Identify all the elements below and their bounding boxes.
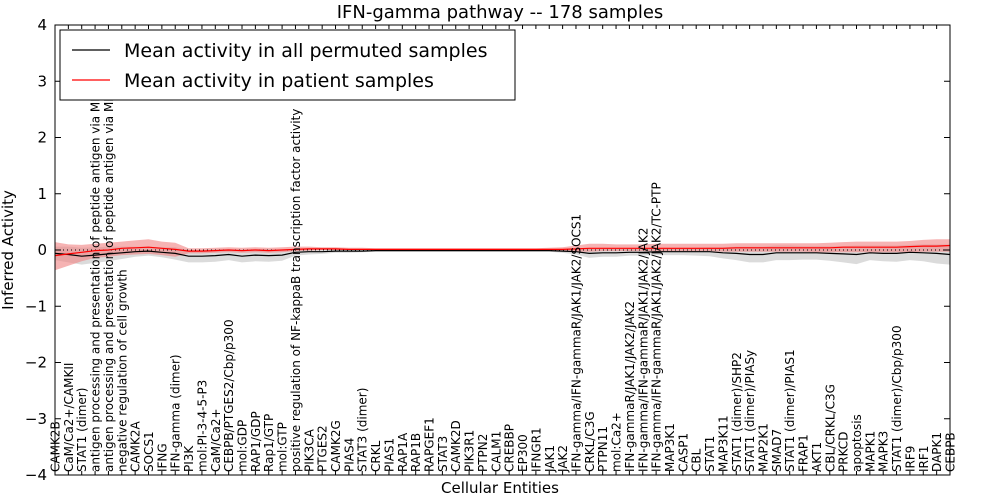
x-tick-label: antigen processing and presentation of p…	[89, 43, 103, 472]
y-tick-label: −3	[25, 410, 47, 428]
x-tick-label: STAT1 (dimer)/SHP2	[730, 352, 744, 472]
x-tick-label: CBL	[690, 448, 704, 472]
x-tick-label: CAMK2G	[329, 420, 343, 472]
x-tick-label: PTGES2	[316, 425, 330, 472]
series-line-mean-activity-in-patient-samples	[55, 244, 950, 257]
band-patient-samples-spread	[55, 239, 950, 271]
x-tick-label: PIK3CA	[302, 428, 316, 472]
x-tick-label: PTPN11	[596, 426, 610, 472]
x-tick-label: IFN-gamma/IFN-gammaR/JAK1/JAK2/JAK2/TC-P…	[650, 182, 664, 472]
x-tick-label: CRKL	[369, 440, 383, 472]
x-tick-label: CALM1	[489, 431, 503, 472]
x-tick-label: STAT1 (dimer)/PIASy	[743, 350, 757, 472]
x-tick-label: CaM/Ca2+	[209, 408, 223, 472]
x-tick-label: STAT3	[436, 436, 450, 472]
x-tick-label: MAP3K1	[663, 423, 677, 472]
x-tick-label: PTPN2	[476, 434, 490, 472]
x-tick-label: Rap1/GTP	[262, 414, 276, 472]
x-tick-label: FRAP1	[797, 434, 811, 472]
x-tick-label: negative regulation of cell growth	[115, 269, 129, 472]
x-tick-label: STAT1 (dimer)/PIAS1	[783, 349, 797, 472]
x-tick-label: CASP1	[676, 433, 690, 472]
x-tick-label: MAPK3	[877, 431, 891, 472]
x-tick-label: JAK2	[556, 445, 570, 473]
x-tick-label: positive regulation of NF-kappaB transcr…	[289, 109, 303, 472]
x-tick-label: SOCS1	[142, 431, 156, 472]
x-tick-label: IFN-gamma/IFN-gammaR/JAK1/JAK2/SOCS1	[570, 214, 584, 472]
x-tick-label: SMAD7	[770, 429, 784, 472]
chart-title: IFN-gamma pathway -- 178 samples	[337, 2, 664, 23]
x-tick-label: CAMK2D	[449, 420, 463, 472]
x-tick-label: apoptosis	[850, 414, 864, 472]
x-tick-label: PI3K	[182, 445, 196, 472]
y-axis-label: Inferred Activity	[0, 190, 17, 310]
x-tick-labels: CAMK2B CaM/Ca2+/CAMKII STAT1 (dimer) antige…	[49, 40, 958, 473]
x-tick-label: IFN-gamma (dimer)	[169, 354, 183, 472]
x-tick-label: PRKCD	[837, 432, 851, 472]
x-tick-label: CRKL/C3G	[583, 411, 597, 472]
x-tick-label: IRF9	[903, 446, 917, 472]
x-tick-label: IFN-gamma/IFN-gammaR/JAK1/JAK2/JAK2	[636, 227, 650, 472]
x-tick-label: MAPK1	[863, 431, 877, 472]
legend-box	[59, 29, 516, 101]
x-tick-label: mol:PI-3-4-5-P3	[195, 380, 209, 472]
x-tick-label: PIAS1	[383, 438, 397, 472]
x-tick-label: IFNG	[155, 443, 169, 472]
x-tick-label: IFN-gammaR/JAK1/JAK2/JAK2	[623, 301, 637, 472]
legend-label-permuted: Mean activity in all permuted samples	[124, 40, 487, 62]
x-tick-label: AKT1	[810, 442, 824, 472]
x-tick-label: CEBPB/PTGES2/Cbp/p300	[222, 319, 236, 472]
x-tick-label: CREBBP	[503, 424, 517, 472]
x-tick-label: STAT1	[703, 436, 717, 472]
x-tick-label: RAPGEF1	[423, 417, 437, 472]
y-tick-label: −2	[25, 354, 47, 372]
y-tick-label: −4	[25, 466, 47, 484]
x-tick-label: MAP2K1	[757, 423, 771, 472]
x-tick-label: mol:Ca2+	[610, 412, 624, 472]
x-tick-label: RAP1A	[396, 432, 410, 472]
x-tick-label: IRF1	[917, 446, 931, 472]
y-tick-label: 1	[37, 185, 47, 203]
x-tick-label: STAT3 (dimer)	[356, 388, 370, 472]
x-tick-label: PIK3R1	[463, 430, 477, 472]
x-tick-label: JAK1	[543, 445, 557, 473]
x-tick-label: mol:GTP	[276, 422, 290, 472]
x-tick-label: STAT1 (dimer)/Cbp/p300	[890, 325, 904, 472]
x-tick-label: RAP1B	[409, 433, 423, 472]
y-axis: −4 −3 −2 −1 0 1 2 3 4	[25, 16, 950, 484]
series-lines	[55, 244, 950, 257]
series-line-mean-activity-in-all-permuted-samples	[55, 250, 950, 257]
x-axis-label: Cellular Entities	[441, 479, 559, 497]
x-tick-label: RAP1/GDP	[249, 411, 263, 472]
x-tick-label: CAMK2A	[129, 421, 143, 472]
y-tick-label: 2	[37, 129, 47, 147]
x-tick-label: EP300	[516, 434, 530, 472]
x-tick-label: DAPK1	[930, 432, 944, 472]
x-tick-label: CaM/Ca2+/CAMKII	[62, 363, 76, 472]
spread-bands	[55, 239, 950, 271]
legend: Mean activity in all permuted samples Me…	[59, 29, 516, 101]
x-tick-label: PIAS4	[342, 438, 356, 472]
y-tick-label: 4	[37, 16, 47, 34]
x-tick-label: CBL/CRKL/C3G	[823, 384, 837, 472]
y-tick-label: 3	[37, 72, 47, 90]
x-tick-label: STAT1 (dimer)	[75, 388, 89, 472]
x-tick-label: mol:GDP	[236, 420, 250, 472]
y-tick-label: −1	[25, 297, 47, 315]
legend-label-patient: Mean activity in patient samples	[124, 70, 434, 92]
x-tick-label: IFNGR1	[529, 427, 543, 472]
y-tick-label: 0	[37, 241, 47, 259]
x-tick-label: antigen processing and presentation of p…	[102, 40, 116, 472]
x-tick-label: MAP3K11	[716, 415, 730, 472]
x-axis-ticks	[54, 25, 951, 475]
